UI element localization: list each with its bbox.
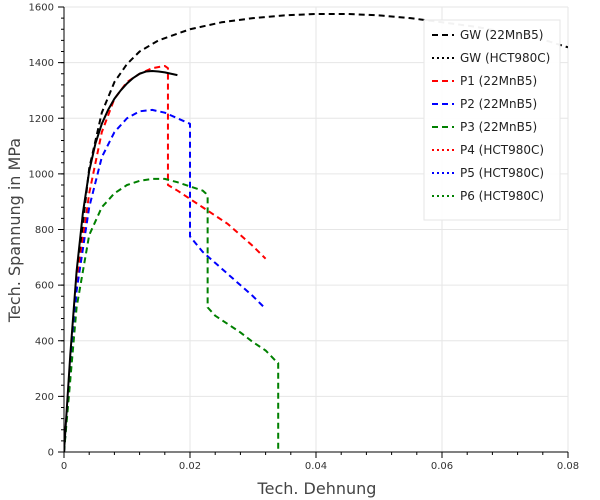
tick-label-layer: 0 0.02 0.04 0.06 0.08 0 200 400 600 800 1000 1200 14… xyxy=(29,3,580,473)
legend-label: P6 (HCT980C) xyxy=(460,189,544,203)
legend-label: GW (HCT980C) xyxy=(460,51,550,65)
y-tick-label: 1000 xyxy=(29,169,54,180)
series-line-8 xyxy=(64,69,178,452)
legend-label: GW (22MnB5) xyxy=(460,28,543,42)
x-tick-label: 0.04 xyxy=(305,461,327,472)
y-tick-label: 1600 xyxy=(29,3,54,14)
series-line-4 xyxy=(64,177,280,452)
y-tick-label: 1200 xyxy=(29,114,54,125)
legend-label: P3 (22MnB5) xyxy=(460,120,537,134)
legend-box xyxy=(423,19,561,221)
x-tick-label: 0.02 xyxy=(179,461,201,472)
y-tick-label: 800 xyxy=(35,225,54,236)
x-tick-label: 0.08 xyxy=(557,461,579,472)
axis-layer xyxy=(58,6,569,458)
y-tick-label: 400 xyxy=(35,336,54,347)
y-tick-label: 1400 xyxy=(29,58,54,69)
x-axis-label: Tech. Dehnung xyxy=(257,479,377,498)
y-tick-label: 600 xyxy=(35,281,54,292)
y-tick-label: 200 xyxy=(35,392,54,403)
series-line-2 xyxy=(64,64,267,452)
y-axis-label: Tech. Spannung in MPa xyxy=(5,138,24,323)
legend-label: P1 (22MnB5) xyxy=(460,74,537,88)
y-tick-label: 0 xyxy=(48,448,54,459)
legend-label: P4 (HCT980C) xyxy=(460,143,544,157)
legend-label: P5 (HCT980C) xyxy=(460,166,544,180)
x-tick-label: 0 xyxy=(61,461,67,472)
legend-label: P2 (22MnB5) xyxy=(460,97,537,111)
legend: GW (22MnB5) GW (HCT980C) P1 (22MnB5) P2 (22… xyxy=(423,19,561,221)
x-tick-label: 0.06 xyxy=(431,461,453,472)
